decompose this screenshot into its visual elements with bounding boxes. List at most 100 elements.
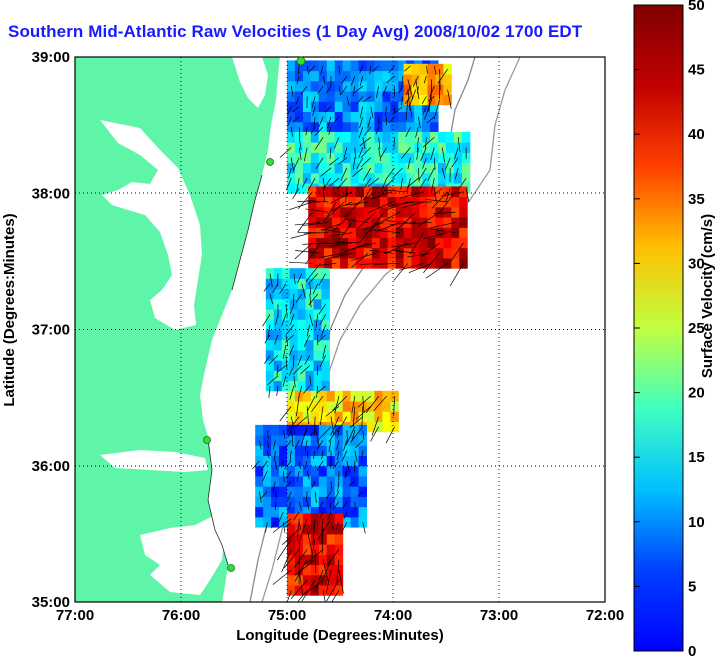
velocity-arrow [300,365,311,375]
velocity-arrow [318,273,326,286]
heat-cell [443,247,452,259]
heat-cell [398,142,407,153]
velocity-arrow [306,450,309,459]
velocity-arrow [450,242,464,262]
velocity-arrow [361,406,364,427]
heat-cell [342,401,352,412]
y-tick-label: 37:00 [32,322,70,339]
velocity-arrow [317,334,326,343]
velocity-arrow [319,314,326,326]
heat-cell [382,401,391,412]
velocity-arrow [259,491,262,503]
velocity-arrow [367,116,372,128]
heat-cell [273,288,283,300]
velocity-arrow [410,106,413,117]
velocity-arrow [388,65,395,74]
velocity-arrow [315,314,319,328]
heat-cell [366,80,375,92]
velocity-arrow [298,569,304,595]
velocity-arrow [393,396,395,416]
delaware-bay [232,57,268,108]
heat-cell [332,217,341,228]
velocity-arrow [280,460,284,469]
velocity-arrow [294,549,308,568]
velocity-arrow [343,511,348,520]
delmarva-barrier [231,174,263,291]
heat-cell [411,257,420,269]
heat-cell [321,360,330,371]
heat-cell [334,411,344,422]
heat-cell [318,475,328,487]
velocity-arrow [332,501,340,511]
velocity-arrow [412,75,419,87]
velocity-arrow [358,147,364,159]
velocity-arrow [433,99,440,120]
heat-cell [310,506,320,518]
heat-cell [313,370,322,382]
heat-cell [411,186,420,198]
velocity-arrow [282,471,285,483]
velocity-arrow [346,96,350,106]
velocity-arrow [378,137,381,149]
velocity-arrow [316,426,332,442]
velocity-arrow [320,518,324,544]
heat-cell [334,486,344,497]
velocity-arrow [457,177,467,191]
velocity-arrow [288,430,292,438]
heat-cell [379,247,389,259]
velocity-arrow [378,147,382,162]
velocity-arrow [285,481,292,488]
velocity-arrow [260,491,268,499]
heat-cell [350,60,360,72]
velocity-arrow [340,86,348,96]
heat-cell [321,309,330,320]
heat-cell [326,401,336,412]
velocity-arrow [454,147,459,160]
velocity-arrow [322,559,329,583]
heat-cell [334,506,344,518]
heat-cell [374,152,383,164]
heat-cell [321,319,330,330]
heat-cell [326,574,336,586]
heat-cell [334,390,344,402]
velocity-arrow [268,355,279,365]
velocity-arrow [336,559,340,583]
velocity-arrow [259,440,262,450]
velocity-arrow [296,178,300,193]
heat-cell [382,411,391,422]
heat-cell [403,247,413,259]
heat-cell [265,360,275,371]
heat-cell [273,319,283,330]
heat-cell [324,247,333,259]
velocity-arrow [314,137,324,150]
velocity-arrow [290,426,294,447]
heat-cell [308,206,317,218]
velocity-arrow [292,188,300,200]
outer-banks [207,439,229,566]
colorbar-tick-label: 10 [688,514,705,531]
velocity-arrow [263,283,271,292]
velocity-arrow [297,65,300,75]
heat-cell [347,257,357,269]
heat-cell [446,142,455,153]
velocity-arrow [295,96,300,105]
velocity-arrow [287,106,292,114]
velocity-arrow [306,406,309,425]
heat-cell [334,435,344,446]
colorbar-tick-label: 5 [688,578,696,595]
velocity-arrow [268,385,271,398]
heat-cell [382,421,391,433]
velocity-arrow [274,491,277,499]
velocity-arrow [289,304,295,315]
velocity-arrow [430,222,456,229]
heat-cell [294,91,304,102]
velocity-arrow [449,263,464,287]
heat-cell [334,162,344,174]
velocity-arrow [415,126,419,138]
velocity-arrow [303,334,311,347]
velocity-arrow [336,177,348,190]
station-marker [296,56,306,66]
heat-cell [294,172,304,184]
heat-cell [294,445,304,457]
heat-cell [294,584,304,596]
